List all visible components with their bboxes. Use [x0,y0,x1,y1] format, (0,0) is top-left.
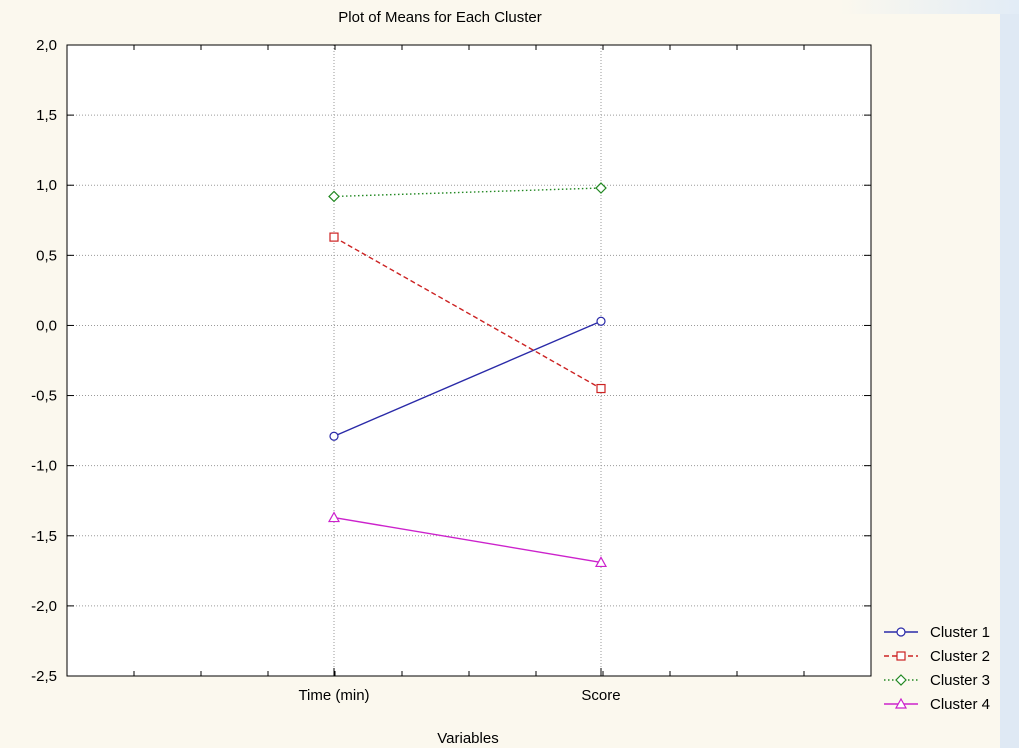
y-tick-label: 0,0 [36,317,57,334]
x-tick-label: Score [581,687,620,704]
y-tick-label: -2,0 [31,598,57,615]
y-tick-label: 0,5 [36,247,57,264]
plot-area: 2,0 1,5 1,0 0,5 0,0 -0,5 -1,0 -1,5 -2,0 -2,5 Time … [31,37,872,704]
data-point-cluster-4 [594,556,608,568]
x-axis-label: Variables [437,730,498,747]
chart-title: Plot of Means for Each Cluster [338,9,541,26]
y-tick-label: -1,0 [31,458,57,475]
legend-label: Cluster 3 [930,672,990,689]
y-tick-label: -0,5 [31,388,57,405]
y-tick-label: -2,5 [31,668,57,685]
data-point-cluster-4 [327,511,341,523]
data-point-cluster-2 [329,232,339,242]
legend-marker [896,651,906,661]
data-point-cluster-1 [329,431,339,441]
window-edge [1000,0,1019,748]
series-line-cluster-1 [333,320,602,437]
y-tick-label: 1,5 [36,107,57,124]
plot-background [67,45,871,676]
x-tick-label: Time (min) [298,687,369,704]
y-tick-label: 2,0 [36,37,57,54]
series-line-cluster-2 [333,236,602,390]
legend-label: Cluster 4 [930,696,990,713]
window-edge-top [840,0,1019,14]
data-point-cluster-2 [596,383,606,394]
legend-marker [894,697,908,709]
legend-marker [895,674,907,686]
legend-label: Cluster 1 [930,624,990,641]
series-line-cluster-4 [333,516,602,564]
legend: Cluster 1 Cluster 2 Cluster 3 Cluster 4 [884,624,990,713]
legend-label: Cluster 2 [930,648,990,665]
plot-frame [66,44,872,677]
data-point-cluster-3 [328,190,340,203]
data-point-cluster-1 [596,316,606,326]
y-tick-label: 1,0 [36,177,57,194]
legend-marker [896,627,906,637]
series-line-cluster-3 [333,187,602,198]
data-point-cluster-3 [595,182,607,194]
y-tick-label: -1,5 [31,528,57,545]
